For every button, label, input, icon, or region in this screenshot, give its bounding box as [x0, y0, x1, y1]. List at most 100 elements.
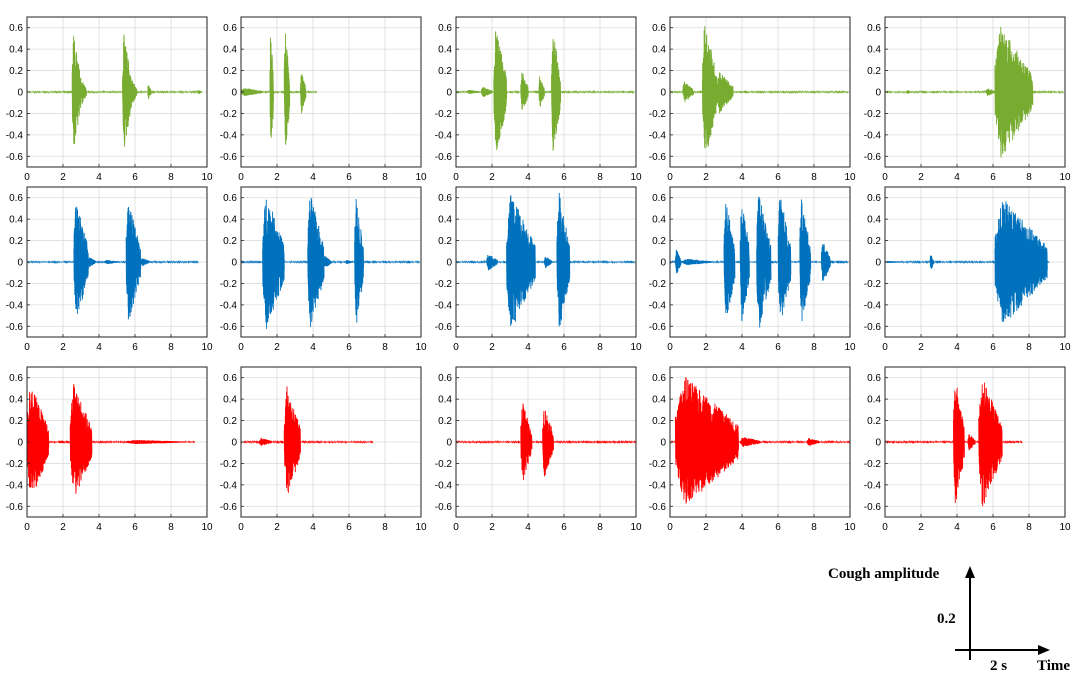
- x-tick-label: 6: [346, 342, 352, 353]
- waveform-line: [455, 31, 635, 151]
- y-tick-label: 0.2: [223, 66, 237, 77]
- y-tick-label: 0.4: [9, 45, 23, 56]
- x-tick-label: 2: [274, 342, 280, 353]
- x-tick-label: 2: [60, 342, 66, 353]
- panel-r1-c4: -0.6 -0.4 -0.2 0 0.2 0.4 0.6 0 2 4 6 8 10: [649, 16, 856, 183]
- x-tick-label: 4: [310, 342, 316, 353]
- y-tick-label: -0.6: [435, 322, 453, 333]
- y-tick-label: -0.2: [435, 279, 453, 290]
- y-tick-label: 0.4: [223, 45, 237, 56]
- y-tick-label: -0.2: [435, 459, 453, 470]
- y-tick-label: -0.6: [220, 152, 238, 163]
- y-tick-label: 0: [875, 438, 881, 449]
- panel-r2-c2: -0.6 -0.4 -0.2 0 0.2 0.4 0.6 0 2 4 6 8 10: [220, 186, 427, 353]
- x-tick-label: 2: [489, 342, 495, 353]
- scale-y-arrowhead: [965, 566, 975, 578]
- x-tick-label: 4: [739, 522, 745, 533]
- y-tick-label: 0.6: [438, 23, 452, 34]
- x-tick-label: 10: [201, 522, 213, 533]
- y-tick-label: -0.6: [220, 322, 238, 333]
- y-tick-label: 0.2: [9, 236, 23, 247]
- y-tick-label: -0.4: [864, 130, 882, 141]
- y-tick-label: 0.4: [438, 45, 452, 56]
- x-tick-label: 4: [525, 342, 531, 353]
- y-tick-label: 0.2: [652, 416, 666, 427]
- x-tick-label: 6: [132, 172, 138, 183]
- panel-r2-c4: -0.6 -0.4 -0.2 0 0.2 0.4 0.6 0 2 4 6 8 10: [649, 186, 856, 353]
- y-tick-label: 0.2: [438, 416, 452, 427]
- x-tick-label: 0: [667, 172, 673, 183]
- x-tick-label: 10: [844, 172, 856, 183]
- y-tick-label: 0.6: [438, 193, 452, 204]
- x-tick-label: 8: [382, 172, 388, 183]
- x-tick-label: 8: [1026, 522, 1032, 533]
- x-tick-label: 0: [238, 172, 244, 183]
- y-tick-label: 0.4: [438, 215, 452, 226]
- y-tick-label: -0.2: [649, 109, 667, 120]
- x-tick-label: 0: [238, 522, 244, 533]
- y-tick-label: 0.2: [438, 66, 452, 77]
- y-tick-label: 0.2: [223, 416, 237, 427]
- y-tick-label: -0.2: [864, 279, 882, 290]
- panel-r3-c3: -0.6 -0.4 -0.2 0 0.2 0.4 0.6 0 2 4 6 8 10: [435, 366, 642, 533]
- x-tick-label: 4: [96, 342, 102, 353]
- x-tick-label: 8: [597, 522, 603, 533]
- x-tick-label: 8: [811, 522, 817, 533]
- x-tick-label: 2: [60, 522, 66, 533]
- y-tick-label: 0: [17, 88, 23, 99]
- panel-r3-c2: -0.6 -0.4 -0.2 0 0.2 0.4 0.6 0 2 4 6 8 10: [220, 366, 427, 533]
- y-tick-label: -0.2: [864, 459, 882, 470]
- y-tick-label: -0.4: [220, 480, 238, 491]
- x-tick-label: 2: [703, 172, 709, 183]
- y-tick-label: -0.2: [220, 459, 238, 470]
- y-tick-label: 0.4: [652, 215, 666, 226]
- y-tick-label: -0.2: [6, 109, 24, 120]
- y-tick-label: 0.6: [867, 23, 881, 34]
- x-tick-label: 8: [168, 342, 174, 353]
- y-tick-label: 0.2: [652, 66, 666, 77]
- y-tick-label: 0.4: [9, 395, 23, 406]
- x-tick-label: 4: [525, 522, 531, 533]
- y-tick-label: -0.6: [435, 152, 453, 163]
- x-tick-label: 4: [310, 172, 316, 183]
- x-tick-label: 0: [882, 522, 888, 533]
- y-tick-label: -0.4: [649, 130, 667, 141]
- y-tick-label: -0.6: [6, 502, 24, 513]
- x-tick-label: 0: [453, 522, 459, 533]
- y-tick-label: -0.2: [6, 459, 24, 470]
- y-tick-label: -0.6: [864, 152, 882, 163]
- scale-y-label: Cough amplitude: [828, 566, 940, 582]
- x-tick-label: 8: [1026, 342, 1032, 353]
- waveform-line: [240, 33, 318, 145]
- y-tick-label: 0.4: [652, 395, 666, 406]
- x-tick-label: 4: [96, 522, 102, 533]
- y-tick-label: 0: [446, 438, 452, 449]
- scale-x-label: Time: [1037, 658, 1070, 674]
- x-tick-label: 10: [415, 172, 427, 183]
- scale-x-arrowhead: [1038, 645, 1050, 655]
- x-tick-label: 8: [168, 172, 174, 183]
- x-tick-label: 4: [739, 342, 745, 353]
- x-tick-label: 0: [667, 522, 673, 533]
- waveform-line: [884, 201, 1050, 322]
- y-tick-label: 0: [231, 258, 237, 269]
- x-tick-label: 4: [310, 522, 316, 533]
- x-tick-label: 4: [954, 172, 960, 183]
- y-tick-label: 0.6: [223, 193, 237, 204]
- x-tick-label: 8: [811, 342, 817, 353]
- y-tick-label: 0.6: [867, 193, 881, 204]
- y-tick-label: -0.2: [435, 109, 453, 120]
- y-tick-label: 0: [446, 258, 452, 269]
- x-tick-label: 10: [1059, 172, 1071, 183]
- waveform-line: [26, 34, 203, 147]
- y-tick-label: 0.6: [223, 373, 237, 384]
- x-tick-label: 2: [60, 172, 66, 183]
- y-tick-label: 0.2: [867, 66, 881, 77]
- x-tick-label: 4: [954, 522, 960, 533]
- y-tick-label: 0.4: [867, 395, 881, 406]
- x-tick-label: 10: [630, 172, 642, 183]
- x-tick-label: 10: [1059, 522, 1071, 533]
- x-tick-label: 4: [525, 172, 531, 183]
- y-tick-label: 0.6: [652, 193, 666, 204]
